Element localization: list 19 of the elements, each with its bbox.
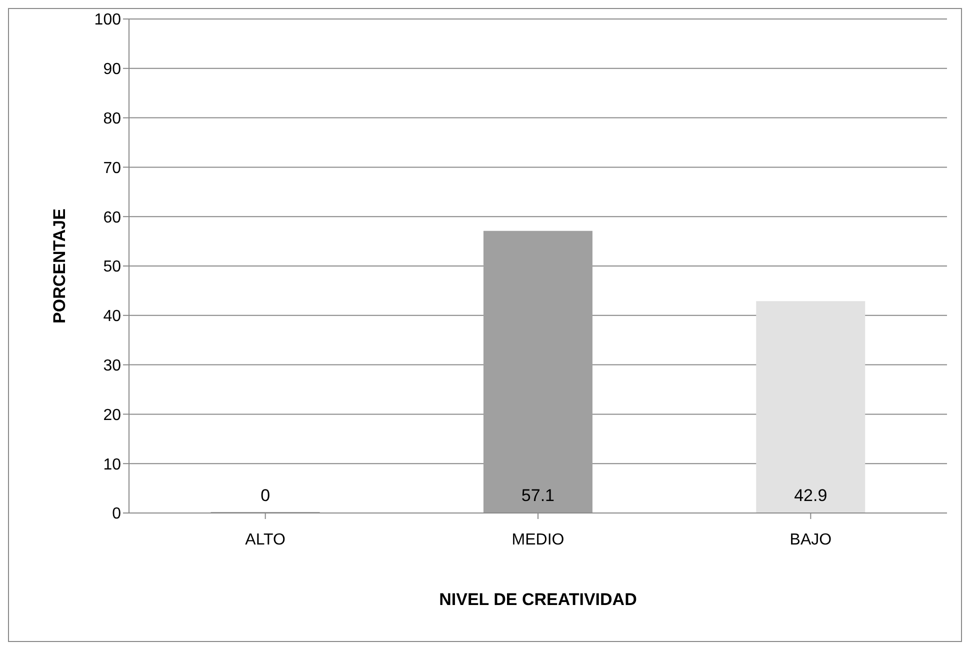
x-tick-label: MEDIO <box>512 531 564 548</box>
x-axis-title: NIVEL DE CREATIVIDAD <box>439 590 637 609</box>
y-axis-title: PORCENTAJE <box>50 208 70 324</box>
x-tick-label: ALTO <box>245 531 286 548</box>
y-tick-label: 20 <box>103 406 122 424</box>
y-tick-label: 40 <box>103 308 122 326</box>
y-tick-label: 90 <box>103 61 122 78</box>
y-tick-label: 70 <box>103 160 122 177</box>
y-tick-label: 50 <box>103 258 122 276</box>
data-label: 0 <box>260 486 270 505</box>
y-tick-label: 100 <box>94 12 122 29</box>
y-tick-label: 10 <box>103 456 122 474</box>
y-tick-label: 0 <box>112 506 122 523</box>
data-label: 42.9 <box>794 486 828 505</box>
data-label: 57.1 <box>521 486 555 505</box>
y-tick-label: 80 <box>103 110 122 128</box>
y-tick-label: 60 <box>103 209 122 226</box>
x-tick-label: BAJO <box>790 531 832 548</box>
y-tick-label: 30 <box>103 357 122 374</box>
